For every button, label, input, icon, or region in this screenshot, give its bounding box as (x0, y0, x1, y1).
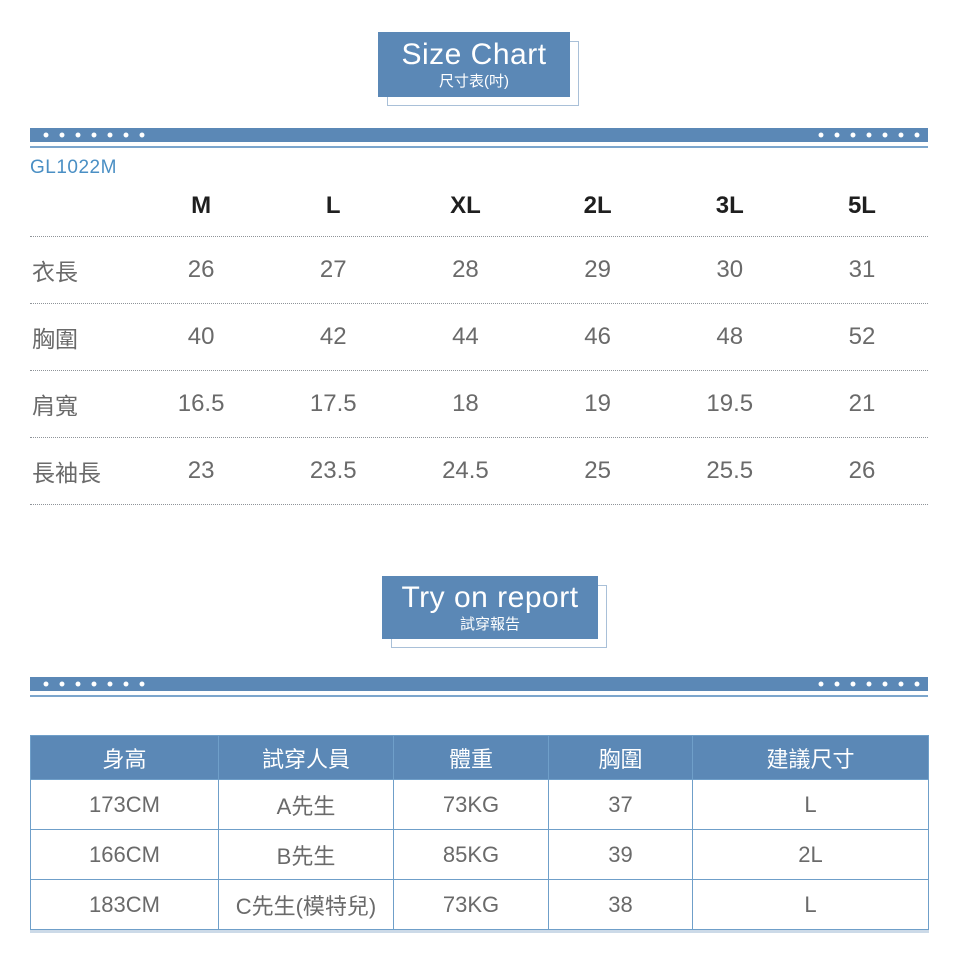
size-cell: 40 (187, 323, 215, 350)
report-cell: 2L (692, 829, 929, 880)
report-cell: 183CM (30, 879, 219, 930)
report-cell: 166CM (30, 829, 219, 880)
size-cell: 17.5 (309, 390, 357, 417)
report-cell: 37 (548, 779, 693, 830)
size-cell: 29 (584, 256, 611, 283)
dots-decoration-right (813, 132, 922, 138)
size-cell: 25 (584, 457, 611, 484)
report-cell: 38 (548, 879, 693, 930)
size-table: M L XL 2L 3L 5L 衣長 26 27 28 29 30 31 胸圍 … (30, 175, 928, 505)
report-col-header-chest: 胸圍 (548, 735, 693, 780)
try-on-title-inner: Try on report 試穿報告 (382, 576, 598, 639)
size-col-header: M (191, 191, 212, 219)
product-code: GL1022M (30, 157, 117, 178)
report-cell: 73KG (393, 779, 549, 830)
divider-line-top (30, 146, 928, 148)
size-cell: 19.5 (706, 390, 754, 417)
report-col-header-weight: 體重 (393, 735, 549, 780)
size-cell: 46 (584, 323, 611, 350)
size-cell: 42 (319, 323, 347, 350)
size-cell: 26 (848, 457, 876, 484)
report-cell: 173CM (30, 779, 219, 830)
report-row: 166CM B先生 85KG 39 2L (30, 829, 929, 880)
size-chart-subtitle-text: 尺寸表(吋) (439, 73, 509, 90)
dots-decoration-right (813, 681, 922, 687)
size-col-header: L (325, 191, 341, 219)
size-cell: 30 (716, 256, 744, 283)
size-table-row-sleeve: 長袖長 23 23.5 24.5 25 25.5 26 (30, 438, 928, 505)
size-cell: 25.5 (706, 457, 754, 484)
size-cell: 19 (584, 390, 611, 417)
size-cell: 31 (848, 256, 876, 283)
size-table-row-chest: 胸圍 40 42 44 46 48 52 (30, 304, 928, 371)
report-col-header-height: 身高 (30, 735, 219, 780)
report-cell: L (692, 779, 929, 830)
size-cell: 44 (452, 323, 479, 350)
divider-bar-bottom (30, 677, 928, 691)
report-cell: A先生 (218, 779, 394, 830)
report-row: 173CM A先生 73KG 37 L (30, 779, 929, 830)
size-cell: 23.5 (309, 457, 357, 484)
report-cell: C先生(模特兒) (218, 879, 394, 930)
divider-bar-top (30, 128, 928, 142)
size-cell: 16.5 (177, 390, 225, 417)
try-on-report-table: 身高 試穿人員 體重 胸圍 建議尺寸 173CM A先生 73KG 37 L 1… (30, 735, 929, 930)
size-row-label: 胸圍 (32, 326, 78, 352)
try-on-title-text: Try on report (401, 581, 579, 614)
size-cell: 24.5 (442, 457, 489, 484)
size-cell: 52 (848, 323, 876, 350)
size-cell: 48 (716, 323, 744, 350)
size-chart-title-box: Size Chart 尺寸表(吋) (378, 32, 579, 106)
size-cell: 28 (452, 256, 479, 283)
report-col-header-suggested-size: 建議尺寸 (692, 735, 929, 780)
report-row: 183CM C先生(模特兒) 73KG 38 L (30, 879, 929, 930)
size-chart-title-text: Size Chart (401, 38, 547, 71)
size-table-row-shoulder: 肩寬 16.5 17.5 18 19 19.5 21 (30, 371, 928, 438)
try-on-title-box: Try on report 試穿報告 (382, 576, 607, 648)
size-table-row-garment-length: 衣長 26 27 28 29 30 31 (30, 237, 928, 304)
report-cell: 85KG (393, 829, 549, 880)
size-table-header-row: M L XL 2L 3L 5L (30, 175, 928, 237)
size-col-header: XL (450, 191, 481, 219)
size-cell: 27 (319, 256, 347, 283)
size-chart-title-inner: Size Chart 尺寸表(吋) (378, 32, 570, 97)
report-header-row: 身高 試穿人員 體重 胸圍 建議尺寸 (30, 735, 929, 780)
size-cell: 18 (452, 390, 479, 417)
report-cell: B先生 (218, 829, 394, 880)
dots-decoration-left (38, 681, 147, 687)
report-cell: 73KG (393, 879, 549, 930)
size-col-header: 5L (847, 191, 876, 219)
report-cell: 39 (548, 829, 693, 880)
report-col-header-tester: 試穿人員 (218, 735, 394, 780)
size-cell: 26 (187, 256, 215, 283)
size-col-header: 3L (715, 191, 744, 219)
dots-decoration-left (38, 132, 147, 138)
try-on-subtitle-text: 試穿報告 (459, 616, 520, 633)
divider-line-bottom (30, 695, 928, 697)
report-cell: L (692, 879, 929, 930)
size-cell: 21 (848, 390, 876, 417)
size-cell: 23 (187, 457, 215, 484)
size-row-label: 肩寬 (32, 393, 78, 419)
size-col-header: 2L (583, 191, 612, 219)
size-row-label: 衣長 (32, 259, 78, 285)
size-row-label: 長袖長 (32, 460, 101, 486)
